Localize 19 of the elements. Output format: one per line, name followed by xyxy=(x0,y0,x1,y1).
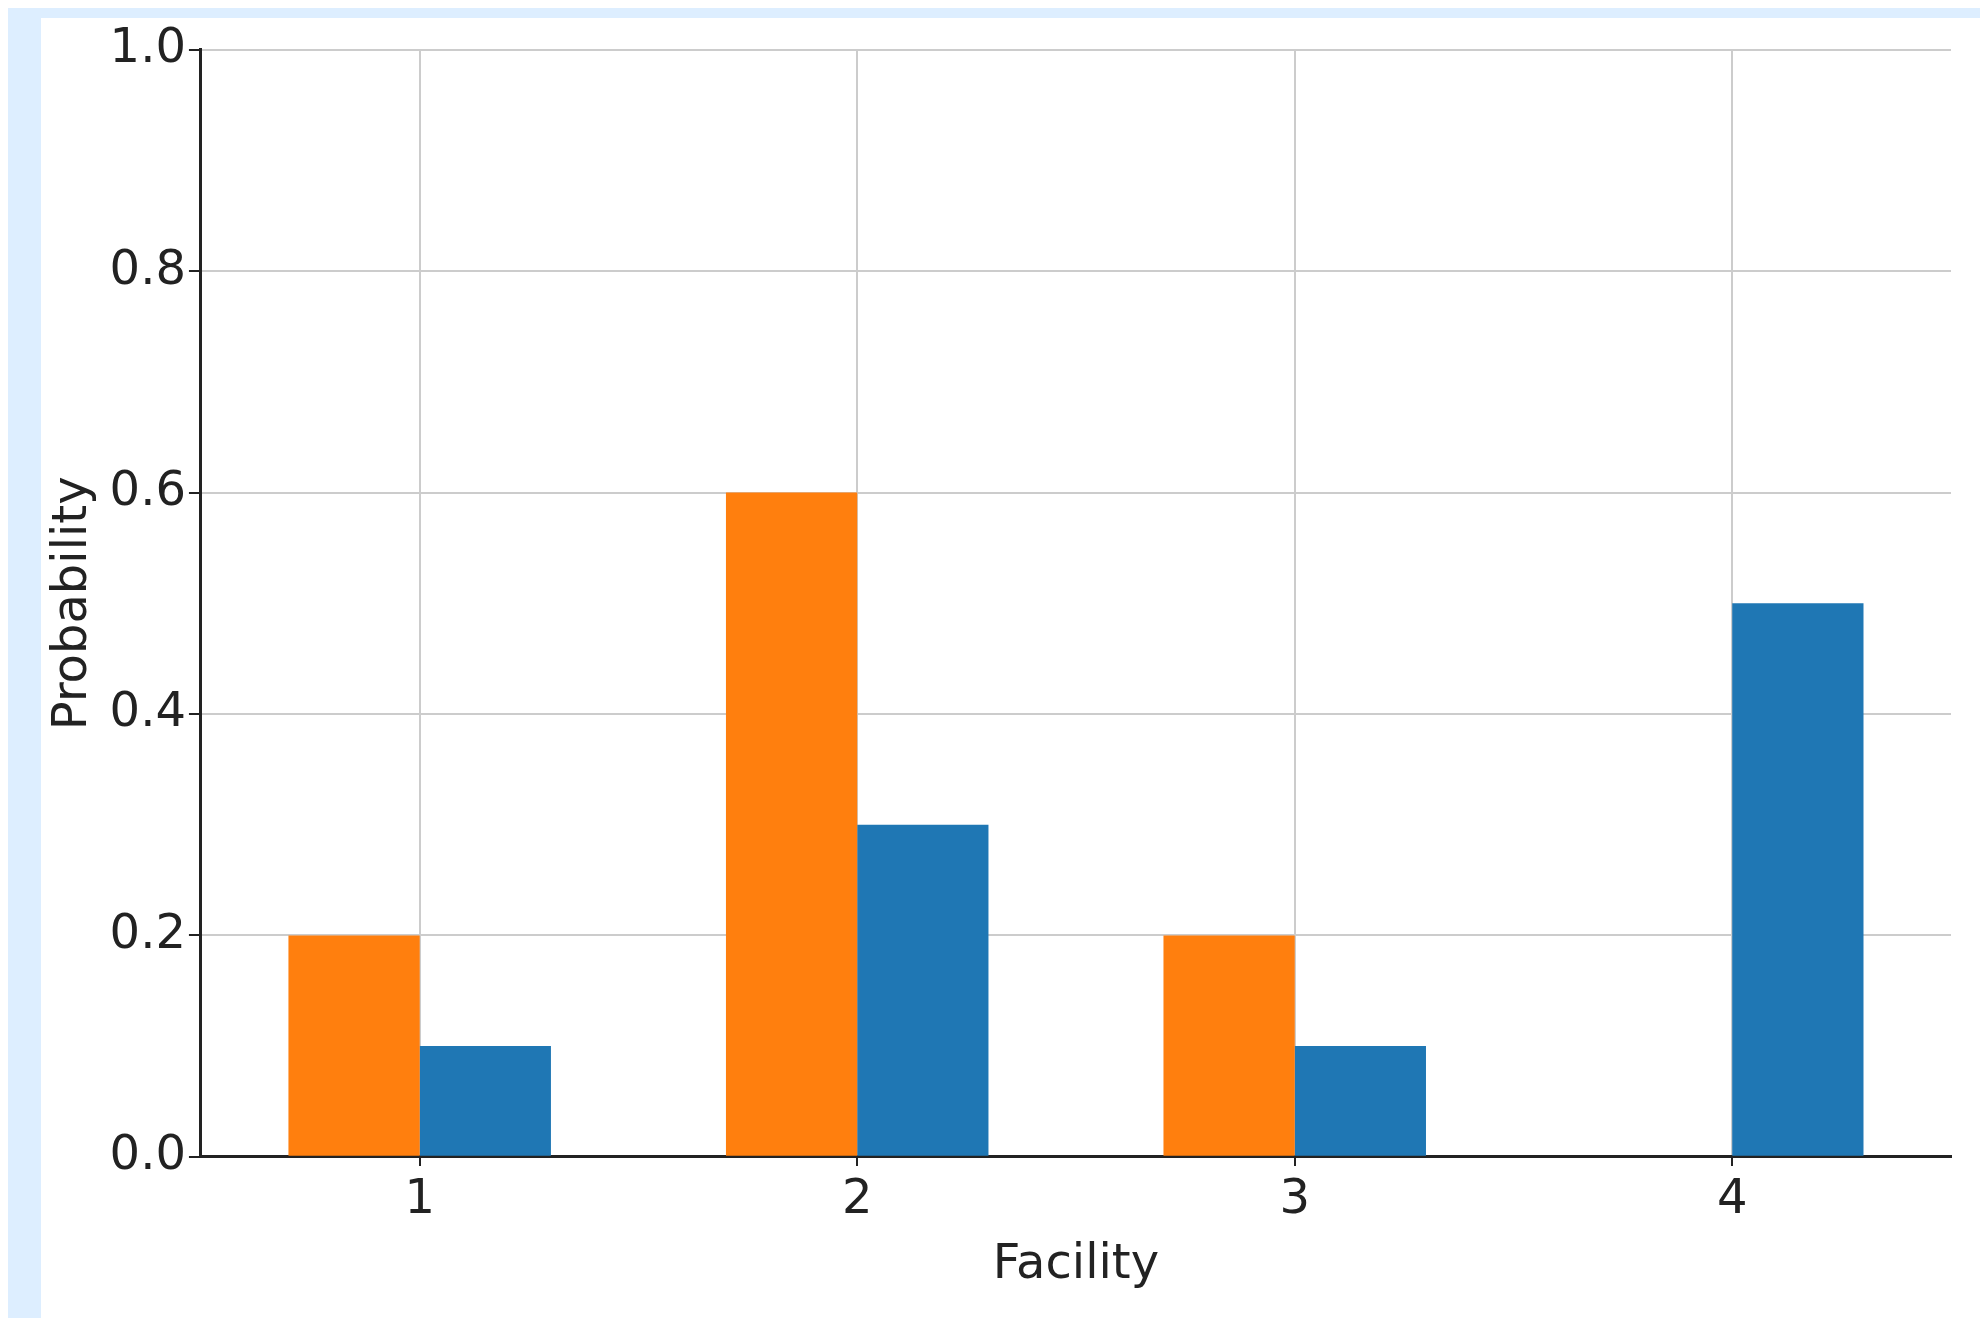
bar xyxy=(1163,935,1295,1156)
bar xyxy=(1294,1046,1426,1156)
x-tick-label: 2 xyxy=(841,1168,873,1225)
y-axis-title: Probability xyxy=(41,476,98,731)
x-tick-label: 1 xyxy=(404,1168,435,1225)
x-tick-label: 4 xyxy=(1716,1168,1748,1225)
y-tick-label: 1.0 xyxy=(109,17,186,74)
bar xyxy=(288,935,420,1156)
bar xyxy=(725,492,858,1156)
y-tick-label: 0.6 xyxy=(109,460,186,517)
y-tick-label: 0.0 xyxy=(109,1124,186,1181)
bar xyxy=(1732,603,1864,1156)
x-axis-title: Facility xyxy=(992,1232,1160,1289)
y-tick-label: 0.4 xyxy=(109,681,186,738)
bar xyxy=(419,1046,551,1156)
x-tick-label: 3 xyxy=(1279,1168,1310,1225)
bar xyxy=(857,824,989,1156)
y-tick-label: 0.2 xyxy=(109,902,186,959)
y-tick-label: 0.8 xyxy=(109,238,186,295)
